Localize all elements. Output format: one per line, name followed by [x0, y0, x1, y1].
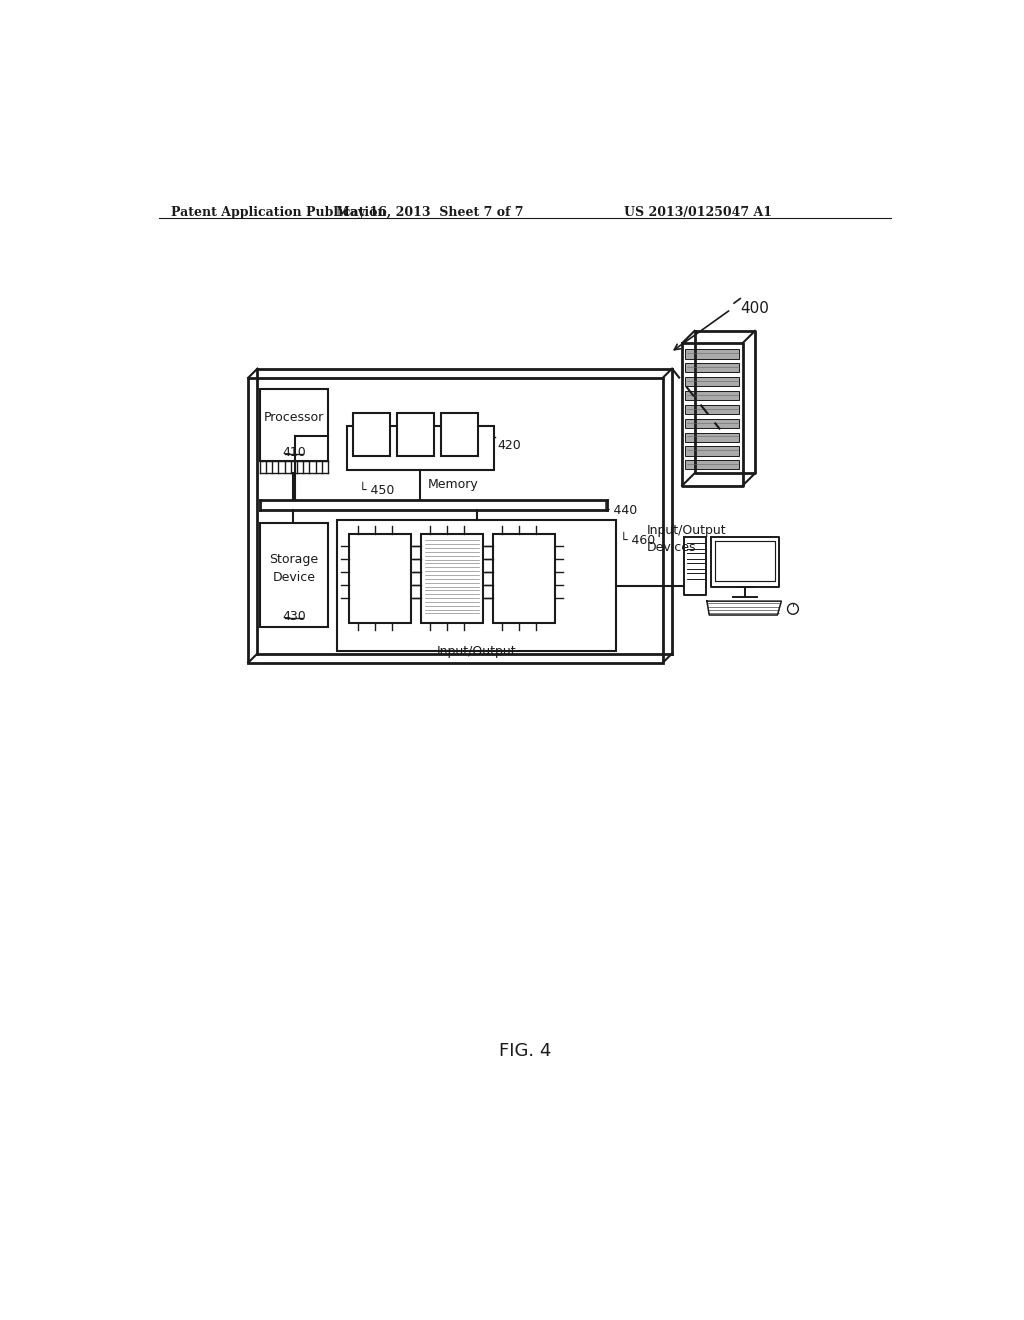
Text: May 16, 2013  Sheet 7 of 7: May 16, 2013 Sheet 7 of 7 — [337, 206, 524, 219]
Polygon shape — [337, 520, 616, 651]
Polygon shape — [349, 535, 411, 623]
Polygon shape — [685, 418, 739, 428]
Polygon shape — [685, 461, 739, 470]
Polygon shape — [352, 412, 390, 455]
Polygon shape — [493, 535, 555, 623]
Polygon shape — [685, 391, 739, 400]
Polygon shape — [685, 405, 739, 414]
Text: 410: 410 — [282, 446, 306, 458]
Text: Input/Output: Input/Output — [437, 645, 516, 659]
Text: Processor: Processor — [264, 411, 324, 424]
Text: Storage
Device: Storage Device — [269, 553, 318, 583]
Text: └ 440: └ 440 — [602, 504, 638, 517]
Text: 430: 430 — [282, 610, 306, 623]
Polygon shape — [421, 535, 483, 623]
Text: Input/Output
Devices: Input/Output Devices — [647, 524, 727, 554]
Text: Memory: Memory — [428, 478, 479, 491]
Text: Patent Application Publication: Patent Application Publication — [171, 206, 386, 219]
Text: └ 450: └ 450 — [359, 484, 394, 498]
Polygon shape — [441, 412, 478, 455]
Text: US 2013/0125047 A1: US 2013/0125047 A1 — [624, 206, 772, 219]
Polygon shape — [346, 426, 494, 470]
Polygon shape — [260, 389, 328, 461]
Polygon shape — [685, 363, 739, 372]
Text: FIG. 4: FIG. 4 — [499, 1043, 551, 1060]
Polygon shape — [685, 433, 739, 442]
Text: 420: 420 — [497, 440, 520, 453]
Polygon shape — [685, 378, 739, 387]
Polygon shape — [397, 412, 434, 455]
Polygon shape — [685, 446, 739, 455]
Polygon shape — [685, 350, 739, 359]
Polygon shape — [260, 524, 328, 627]
Text: └ 460: └ 460 — [621, 535, 655, 548]
Text: 400: 400 — [740, 301, 769, 315]
